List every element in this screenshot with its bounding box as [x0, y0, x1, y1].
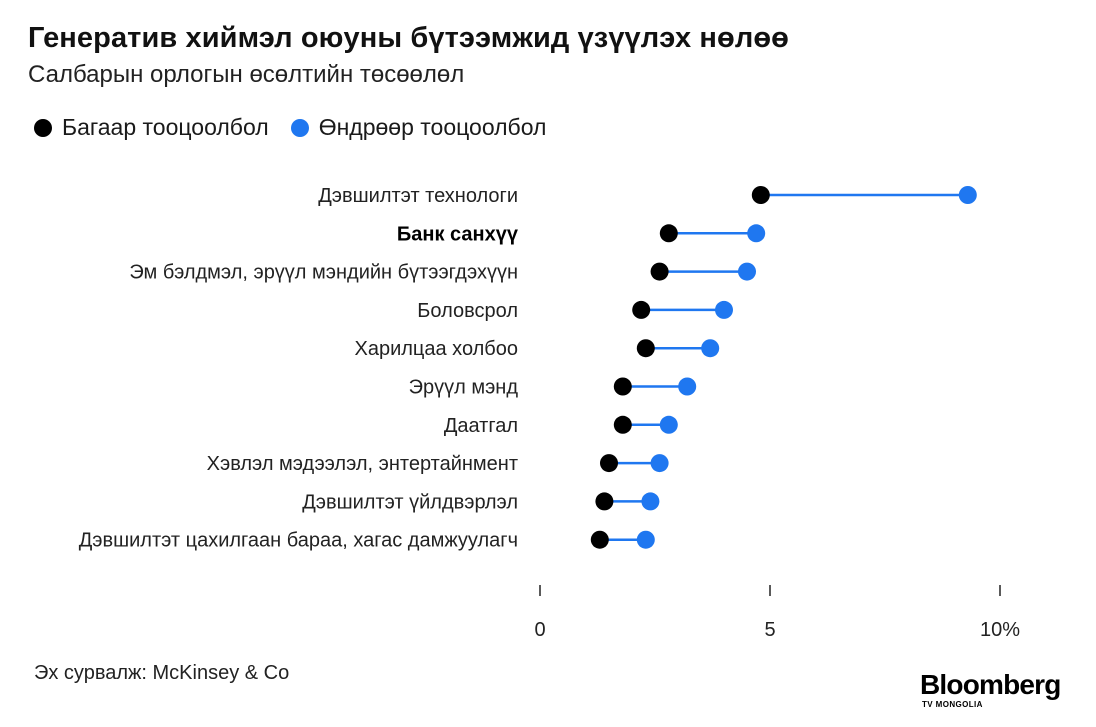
- category-label: Дэвшилтэт үйлдвэрлэл: [302, 491, 518, 513]
- high-estimate-point: [747, 224, 766, 243]
- x-tick-label: 0: [534, 619, 545, 641]
- brand-logo: Bloomberg TV MONGOLIA: [920, 670, 1070, 710]
- category-label: Боловсрол: [417, 300, 518, 322]
- brand-sub: TV MONGOLIA: [922, 700, 983, 709]
- low-estimate-point: [650, 262, 669, 281]
- low-estimate-point: [632, 300, 651, 319]
- low-estimate-point: [751, 186, 770, 204]
- chart-title: Генератив хиймэл оюуны бүтээмжид үзүүлэх…: [28, 22, 789, 54]
- high-estimate-point: [701, 339, 720, 358]
- high-estimate-point: [715, 300, 733, 319]
- low-estimate-point: [636, 339, 655, 358]
- x-tick-label: 5: [764, 619, 775, 641]
- high-estimate-point: [738, 262, 756, 281]
- category-label: Эм бэлдмэл, эрүүл мэндийн бүтээгдэхүүн: [129, 262, 518, 284]
- x-tick-label: 10%: [980, 619, 1020, 641]
- low-estimate-point: [659, 224, 678, 243]
- legend-marker-low: [34, 118, 52, 137]
- category-label: Дэвшилтэт цахилгаан бараа, хагас дамжуул…: [79, 530, 518, 552]
- category-label: Харилцаа холбоо: [354, 338, 518, 360]
- legend-label-high: Өндрөөр тооцоолбол: [318, 114, 547, 140]
- legend-marker-high: [290, 118, 309, 137]
- category-label: Хэвлэл мэдээлэл, энтертайнмент: [207, 453, 518, 475]
- category-label: Дэвшилтэт технологи: [318, 185, 518, 207]
- low-estimate-point: [595, 492, 614, 511]
- category-label: Эрүүл мэнд: [409, 377, 519, 399]
- low-estimate-point: [613, 415, 632, 434]
- category-label: Банк санхүү: [397, 223, 519, 245]
- low-estimate-point: [600, 454, 618, 473]
- high-estimate-point: [650, 454, 669, 473]
- low-estimate-point: [613, 377, 632, 396]
- category-label: Даатгал: [444, 415, 518, 437]
- high-estimate-point: [678, 377, 697, 396]
- high-estimate-point: [958, 186, 977, 204]
- legend-label-low: Багаар тооцоолбол: [62, 114, 269, 140]
- high-estimate-point: [659, 415, 678, 434]
- brand-name: Bloomberg: [920, 669, 1061, 700]
- chart-subtitle: Салбарын орлогын өсөлтийн төсөөлөл: [28, 61, 465, 88]
- high-estimate-point: [636, 530, 655, 549]
- legend-item-high: Өндрөөр тооцоолбол: [290, 114, 547, 141]
- legend-item-low: Багаар тооцоолбол: [34, 114, 269, 141]
- source-note: Эх сурвалж: McKinsey & Co: [34, 662, 290, 684]
- low-estimate-point: [590, 530, 609, 549]
- legend: Багаар тооцоолбол Өндрөөр тооцоолбол: [34, 114, 568, 141]
- high-estimate-point: [641, 492, 660, 511]
